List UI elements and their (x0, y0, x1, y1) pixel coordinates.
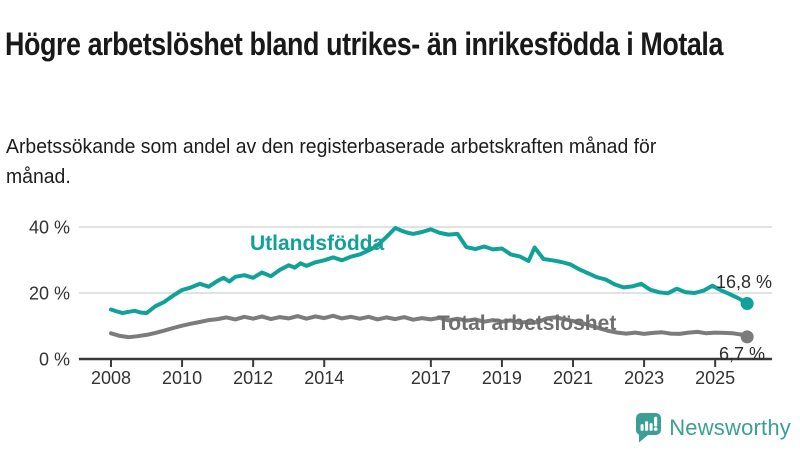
series-line (109, 226, 750, 316)
x-axis-tick-label: 2025 (695, 368, 735, 388)
y-axis-tick-label: 0 % (39, 350, 70, 370)
chart-canvas: 0 % 20 % 40 % 2008 2010 2012 2014 2017 2019 2021 2… (29, 218, 772, 388)
series-label: Utlandsfödda (250, 232, 385, 255)
end-value-label: 16,8 % (716, 272, 773, 292)
x-axis-tick-label: 2021 (553, 368, 593, 388)
chart-title: Högre arbetslöshet bland utrikes- än inr… (5, 26, 723, 63)
x-axis-tick-label: 2019 (482, 368, 522, 388)
x-axis-tick-label: 2012 (233, 368, 273, 388)
newsworthy-logo-text: Newsworthy (669, 414, 791, 440)
end-value-label: 6,7 % (719, 344, 766, 364)
y-axis-tick-label: 20 % (29, 284, 70, 304)
y-axis-tick-label: 40 % (29, 218, 70, 238)
series-end-dot (740, 330, 754, 344)
x-axis-tick-label: 2010 (162, 368, 202, 388)
chart-subtitle: Arbetssökande som andel av den registerb… (6, 136, 657, 188)
x-axis-tick-label: 2023 (624, 368, 664, 388)
x-axis-tick-label: 2008 (91, 368, 131, 388)
series-line (109, 313, 750, 340)
newsworthy-bar-chart-icon (635, 412, 662, 443)
series-label: Total arbetslöshet (437, 312, 617, 335)
newsworthy-logo: Newsworthy (635, 412, 791, 443)
x-axis-tick-label: 2014 (304, 368, 344, 388)
line-chart: 0 % 20 % 40 % 2008 2010 2012 2014 2017 2019 2021 2… (0, 190, 800, 405)
series-end-dot (740, 297, 754, 311)
x-axis-tick-label: 2017 (411, 368, 451, 388)
